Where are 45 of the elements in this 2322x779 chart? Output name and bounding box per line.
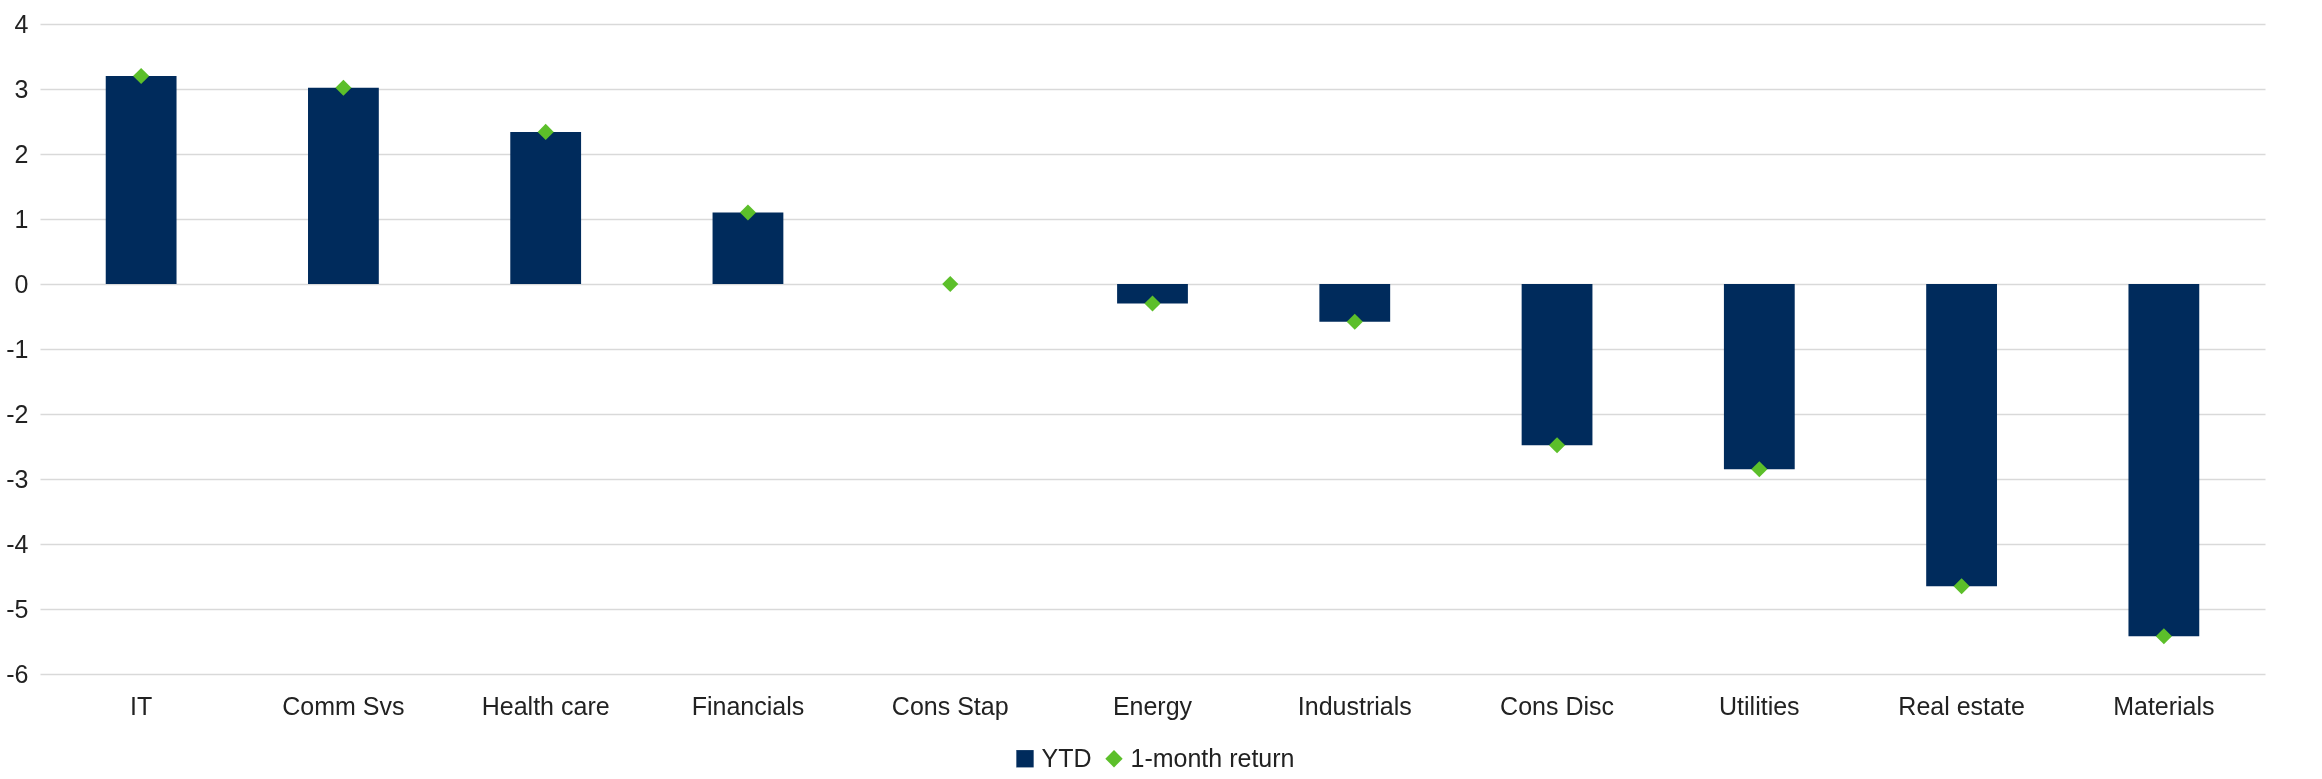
y-tick-label: -3 (6, 464, 29, 493)
y-tick-label: -5 (6, 594, 29, 623)
bar (308, 87, 379, 284)
point (133, 67, 150, 85)
y-tick-label: 0 (14, 269, 29, 298)
y-tick-label: -2 (6, 399, 29, 428)
x-tick-label: IT (130, 691, 153, 720)
legend-label: YTD (1041, 743, 1092, 772)
y-tick-label: 1 (14, 204, 29, 233)
bar (1926, 284, 1997, 587)
x-tick-label: Energy (1112, 691, 1193, 720)
bar (1319, 284, 1391, 322)
point (739, 204, 757, 221)
y-tick-label: -6 (6, 659, 29, 688)
x-tick-label: Materials (2113, 691, 2215, 720)
x-tick-label: Cons Stap (891, 691, 1009, 720)
x-tick-label: Financials (691, 691, 805, 720)
point (1346, 313, 1363, 330)
bar (1723, 284, 1795, 470)
bar (510, 131, 582, 284)
x-tick-label: Comm Svs (282, 691, 405, 720)
x-tick-label: Industrials (1297, 691, 1412, 720)
y-tick-label: -4 (6, 529, 29, 558)
point (1548, 437, 1566, 454)
x-tick-label: Utilities (1719, 691, 1800, 720)
bar (1117, 284, 1188, 304)
point (1144, 295, 1161, 312)
point (1953, 578, 1970, 595)
bar (2128, 284, 2200, 637)
point (335, 79, 352, 96)
bar (712, 212, 784, 284)
y-tick-label: 4 (14, 9, 29, 38)
y-tick-label: 3 (14, 74, 29, 103)
legend-label: 1-month return (1130, 743, 1295, 772)
bar (105, 76, 177, 284)
point (537, 123, 554, 140)
point (2155, 628, 2172, 645)
y-tick-label: -1 (6, 334, 29, 363)
bar (1521, 284, 1593, 446)
x-tick-label: Health care (481, 691, 610, 720)
y-tick-label: 2 (14, 139, 29, 168)
point (1751, 461, 1768, 478)
point (942, 275, 959, 293)
x-tick-label: Cons Disc (1500, 691, 1615, 720)
x-tick-label: Real estate (1898, 691, 2025, 720)
